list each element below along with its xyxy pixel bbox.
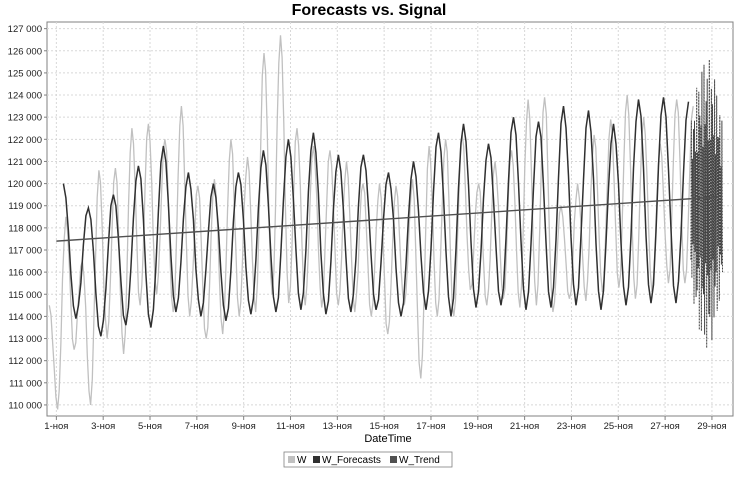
x-tick-label: 27-ноя (650, 421, 679, 432)
chart-title: Forecasts vs. Signal (292, 2, 447, 19)
x-tick-label: 1-ноя (44, 421, 68, 432)
y-axis: 110 000 111 000 112 000 113 000 114 000 115 0… (8, 24, 47, 411)
x-tick-label: 3-ноя (91, 421, 115, 432)
x-tick-label: 23-ноя (557, 421, 586, 432)
legend: W W_Forecasts W_Trend (283, 451, 453, 468)
x-tick-label: 15-ноя (369, 421, 398, 432)
x-tick-label: 19-ноя (463, 421, 492, 432)
series-layer (48, 35, 723, 410)
y-tick-label: 111 000 (9, 378, 42, 389)
y-tick-label: 127 000 (8, 24, 42, 35)
legend-label-W: W (297, 455, 307, 466)
x-tick-label: 7-ноя (185, 421, 209, 432)
y-tick-label: 115 000 (8, 290, 42, 301)
grid (47, 22, 733, 416)
y-tick-label: 118 000 (8, 223, 42, 234)
x-tick-label: 5-ноя (138, 421, 162, 432)
y-tick-label: 124 000 (8, 91, 42, 102)
y-tick-label: 121 000 (8, 157, 42, 168)
x-tick-label: 25-ноя (604, 421, 633, 432)
series-line-W_Trend (56, 196, 719, 242)
y-tick-label: 112 000 (8, 356, 42, 367)
x-axis-label: DateTime (364, 433, 411, 445)
y-tick-label: 123 000 (8, 113, 42, 124)
x-tick-label: 29-ноя (697, 421, 726, 432)
y-tick-label: 113 000 (8, 334, 42, 345)
legend-swatch-W_Trend (390, 456, 397, 463)
y-tick-label: 116 000 (8, 268, 42, 279)
x-tick-label: 9-ноя (232, 421, 256, 432)
series-line-W_Trend-tail (690, 59, 723, 349)
x-tick-label: 21-ноя (510, 421, 539, 432)
x-axis: 1-ноя 3-ноя 5-ноя 7-ноя 9-ноя 11-ноя 13-ноя 15-… (44, 416, 727, 432)
y-tick-label: 120 000 (8, 179, 42, 190)
y-tick-label: 125 000 (8, 68, 42, 79)
legend-swatch-W_Forecasts (313, 456, 320, 463)
y-tick-label: 119 000 (8, 201, 42, 212)
legend-swatch-W (288, 456, 295, 463)
y-tick-label: 110 000 (8, 400, 42, 411)
series-line-W (48, 35, 694, 410)
legend-label-W_Forecasts: W_Forecasts (322, 455, 381, 466)
x-tick-label: 17-ноя (416, 421, 445, 432)
series-line-W_Forecasts (62, 97, 690, 337)
y-tick-label: 114 000 (8, 312, 42, 323)
y-tick-label: 122 000 (8, 135, 42, 146)
legend-box (283, 451, 453, 468)
y-tick-label: 126 000 (8, 46, 42, 57)
legend-label-W_Trend: W_Trend (399, 455, 440, 466)
y-tick-label: 117 000 (8, 245, 42, 256)
x-tick-label: 13-ноя (323, 421, 352, 432)
x-tick-label: 11-ноя (276, 421, 305, 432)
